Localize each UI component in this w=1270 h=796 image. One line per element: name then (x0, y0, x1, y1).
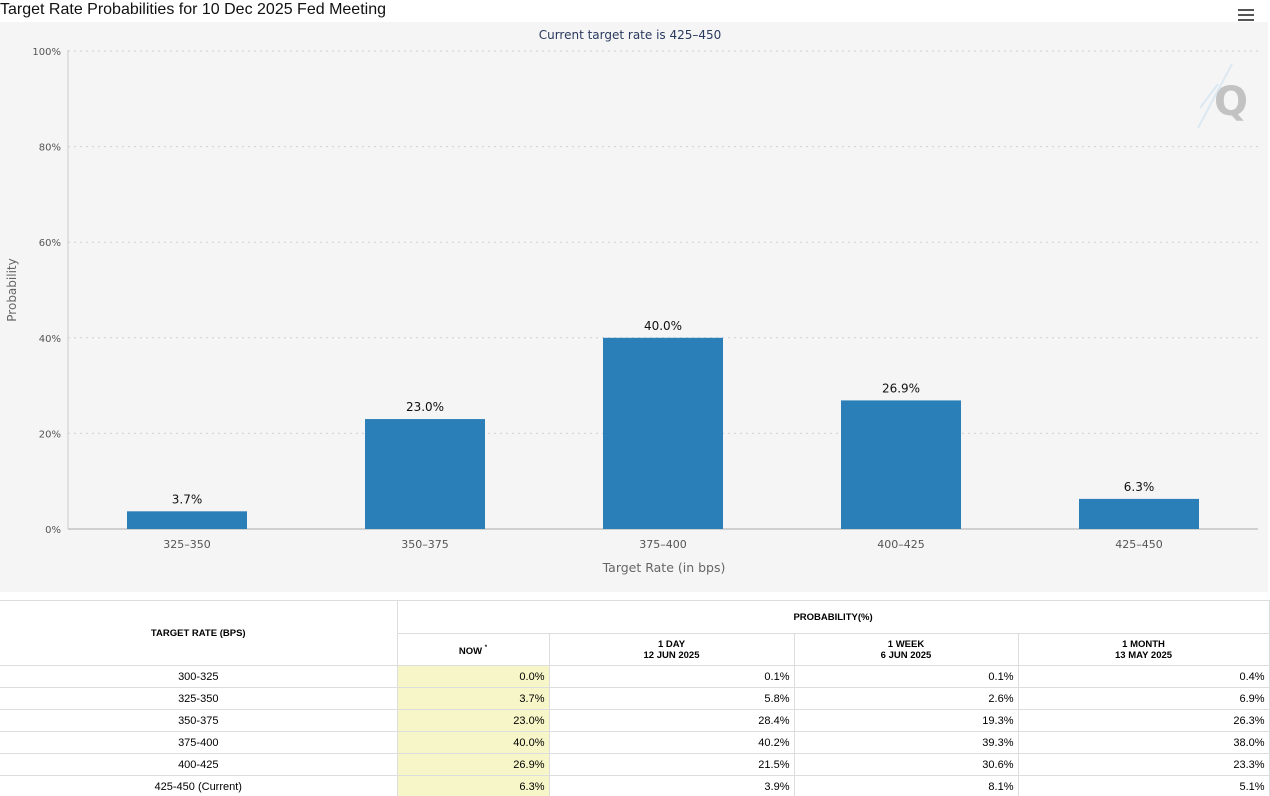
bar-data-label: 40.0% (644, 319, 682, 333)
table-row: 375-400 40.0% 40.2% 39.3% 38.0% (0, 731, 1270, 754)
now-cell: 40.0% (396, 731, 550, 754)
y-tick-label: 60% (39, 238, 61, 249)
now-cell: 26.9% (396, 753, 550, 776)
probability-bar-chart: 0% 20% 40% 60% 80% 100% 3.7% 23.0% 40.0% 26.9% 6.… (5, 28, 1258, 575)
page-title: Target Rate Probabilities for 10 Dec 202… (0, 1, 386, 18)
one-month-cell: 23.3% (1017, 753, 1270, 776)
x-tick-label: 375–400 (639, 538, 687, 551)
header-1-month-date: 13 MAY 2025 (1115, 649, 1173, 661)
one-month-cell: 38.0% (1017, 731, 1270, 754)
rate-cell: 350-375 (0, 709, 398, 732)
bar[interactable] (603, 337, 723, 529)
header-1-week-date: 6 JUN 2025 (880, 649, 932, 661)
x-tick-label: 325–350 (163, 538, 211, 551)
one-week-cell: 39.3% (793, 731, 1019, 754)
y-axis-title: Probability (5, 258, 19, 321)
one-day-cell: 40.2% (548, 731, 795, 754)
one-month-cell: 0.4% (1017, 665, 1270, 688)
header-1-week-label: 1 WEEK (887, 638, 925, 650)
x-tick-label: 400–425 (877, 538, 925, 551)
table-row: 400-425 26.9% 21.5% 30.6% 23.3% (0, 753, 1270, 776)
x-axis-title: Target Rate (in bps) (602, 560, 726, 575)
rate-cell: 400-425 (0, 753, 398, 776)
one-day-cell: 21.5% (548, 753, 795, 776)
bar[interactable] (127, 511, 247, 529)
bar-data-label: 26.9% (882, 381, 920, 395)
header-1-month: 1 MONTH 13 MAY 2025 (1017, 633, 1270, 666)
table-row: 300-325 0.0% 0.1% 0.1% 0.4% (0, 665, 1270, 688)
one-week-cell: 0.1% (793, 665, 1019, 688)
one-week-cell: 8.1% (793, 775, 1019, 796)
x-tick-label: 350–375 (401, 538, 449, 551)
header-1-day: 1 DAY 12 JUN 2025 (548, 633, 795, 666)
header-1-week: 1 WEEK 6 JUN 2025 (793, 633, 1019, 666)
table-row: 425-450 (Current) 6.3% 3.9% 8.1% 5.1% (0, 775, 1270, 796)
header-target-rate: TARGET RATE (BPS) (0, 600, 398, 666)
header-now: NOW * (396, 633, 550, 666)
rate-cell: 300-325 (0, 665, 398, 688)
one-day-cell: 28.4% (548, 709, 795, 732)
header-1-day-date: 12 JUN 2025 (643, 649, 700, 661)
one-month-cell: 26.3% (1017, 709, 1270, 732)
one-month-cell: 6.9% (1017, 687, 1270, 710)
header-now-asterisk: * (484, 644, 488, 651)
bar-data-label: 23.0% (406, 400, 444, 414)
now-cell: 23.0% (396, 709, 550, 732)
table-row: 325-350 3.7% 5.8% 2.6% 6.9% (0, 687, 1270, 710)
probability-table: TARGET RATE (BPS) PROBABILITY(%) NOW * 1… (0, 600, 1270, 796)
one-week-cell: 19.3% (793, 709, 1019, 732)
y-tick-label: 100% (32, 47, 61, 58)
header-probability: PROBABILITY(%) (396, 600, 1270, 634)
header-1-day-label: 1 DAY (657, 638, 686, 650)
bar-data-label: 3.7% (172, 492, 203, 506)
bar-data-label: 6.3% (1124, 480, 1155, 494)
x-tick-label: 425–450 (1115, 538, 1163, 551)
one-week-cell: 2.6% (793, 687, 1019, 710)
rate-cell: 425-450 (Current) (0, 775, 398, 796)
hamburger-menu-icon[interactable] (1234, 4, 1258, 26)
rate-cell: 375-400 (0, 731, 398, 754)
y-tick-label: 40% (39, 334, 61, 345)
bar[interactable] (365, 419, 485, 529)
table-header-row: TARGET RATE (BPS) PROBABILITY(%) (0, 600, 1270, 666)
now-cell: 6.3% (396, 775, 550, 796)
one-day-cell: 3.9% (548, 775, 795, 796)
header-now-label: NOW (458, 645, 483, 657)
one-day-cell: 5.8% (548, 687, 795, 710)
svg-text:Q: Q (1214, 79, 1248, 125)
header-1-month-label: 1 MONTH (1122, 638, 1165, 650)
y-tick-label: 20% (39, 429, 61, 440)
chart-subtitle: Current target rate is 425–450 (539, 28, 722, 42)
now-cell: 3.7% (396, 687, 550, 710)
y-tick-label: 0% (45, 525, 61, 536)
table-row: 350-375 23.0% 28.4% 19.3% 26.3% (0, 709, 1270, 732)
y-tick-label: 80% (39, 143, 61, 154)
bar[interactable] (841, 400, 961, 529)
q-logo-icon: Q (1197, 63, 1248, 129)
one-month-cell: 5.1% (1017, 775, 1270, 796)
one-week-cell: 30.6% (793, 753, 1019, 776)
one-day-cell: 0.1% (548, 665, 795, 688)
bar[interactable] (1079, 498, 1199, 529)
rate-cell: 325-350 (0, 687, 398, 710)
now-cell: 0.0% (396, 665, 550, 688)
